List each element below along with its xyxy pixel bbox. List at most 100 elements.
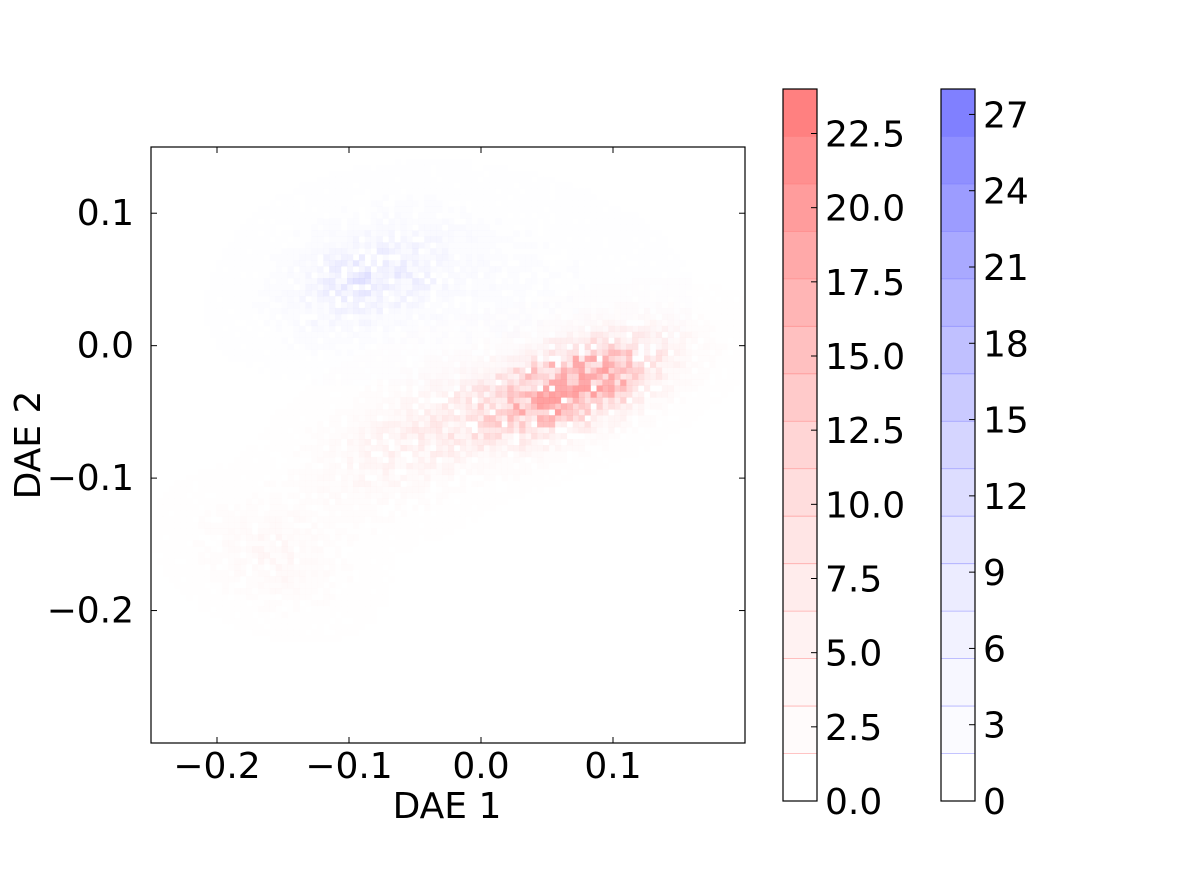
heatmap-cell [554,343,562,350]
heatmap-cell [156,540,164,547]
heatmap-cell [246,361,253,368]
heatmap-cell [489,379,496,386]
heatmap-cell [341,200,348,207]
heatmap-cell [560,296,568,303]
heatmap-cell [590,307,597,315]
heatmap-cell [234,576,241,583]
heatmap-cell [216,552,223,559]
heatmap-cell [251,605,259,613]
heatmap-cell [572,403,579,410]
heatmap-cell [548,331,556,339]
heatmap-cell [257,564,265,571]
heatmap-cell [174,552,181,559]
heatmap-cell [370,415,377,422]
heatmap-cell [436,367,443,374]
heatmap-cell [364,617,372,625]
heatmap-cell [655,415,663,422]
heatmap-cell [394,194,401,201]
heatmap-cell [679,307,686,315]
heatmap-cell [620,313,627,321]
heatmap-cell [614,301,621,309]
heatmap-cell [269,260,276,267]
heatmap-cell [382,450,389,458]
heatmap-cell [459,474,467,482]
heatmap-cell [554,367,562,374]
heatmap-cell [620,242,627,249]
heatmap-cell [620,331,627,339]
heatmap-cell [358,492,366,499]
heatmap-cell [240,224,247,231]
heatmap-cell [649,355,657,362]
heatmap-cell [376,546,383,553]
heatmap-cell [412,355,419,362]
heatmap-cell [483,361,490,368]
heatmap-cell [543,355,550,362]
heatmap-cell [566,313,573,321]
heatmap-cell [341,516,348,523]
heatmap-cell [477,301,484,309]
heatmap-cell [465,439,472,446]
heatmap-cell [370,349,377,356]
heatmap-cell [394,307,401,315]
heatmap-cell [448,522,455,529]
heatmap-cell [287,194,294,201]
heatmap-cell [513,325,520,333]
heatmap-cell [501,325,508,333]
heatmap-cell [590,224,597,231]
heatmap-cell [364,516,372,523]
heatmap-cell [240,260,247,267]
heatmap-cell [685,278,692,285]
heatmap-cell [453,272,461,279]
heatmap-cell [501,397,508,404]
heatmap-cell [644,325,651,333]
heatmap-cell [329,528,336,535]
heatmap-cell [489,462,496,470]
heatmap-cell [412,522,419,529]
heatmap-cell [596,230,603,237]
heatmap-cell [709,361,716,368]
heatmap-cell [281,439,288,446]
heatmap-cell [608,403,615,410]
heatmap-cell [394,367,401,374]
heatmap-cell [352,528,360,535]
heatmap-cell [358,409,366,416]
heatmap-cell [412,200,419,207]
heatmap-cell [412,301,419,309]
heatmap-cell [234,284,241,291]
heatmap-cell [299,278,306,285]
heatmap-cell [608,355,615,362]
heatmap-cell [507,367,514,374]
heatmap-cell [299,498,306,505]
heatmap-cell [471,516,478,523]
heatmap-cell [531,284,538,291]
heatmap-cell [406,433,413,440]
heatmap-cell [483,367,490,374]
heatmap-cell [602,349,609,356]
heatmap-cell [495,164,502,172]
heatmap-cell [507,188,514,195]
heatmap-cell [347,462,354,470]
heatmap-cell [370,242,377,249]
heatmap-cell [382,540,389,547]
heatmap-cell [489,278,496,285]
heatmap-cell [358,230,366,237]
heatmap-cell [638,254,645,261]
heatmap-cell [715,397,722,404]
heatmap-cell [495,272,502,279]
heatmap-cell [418,266,425,273]
heatmap-cell [299,290,306,297]
heatmap-cell [364,450,372,458]
heatmap-cell [436,319,443,327]
heatmap-cell [156,498,164,505]
heatmap-cell [560,325,568,333]
heatmap-cell [519,307,526,315]
heatmap-cell [638,290,645,297]
heatmap-cell [608,325,615,333]
heatmap-cell [608,290,615,297]
heatmap-cell [180,492,187,499]
heatmap-cell [471,367,478,374]
heatmap-cell [400,522,407,529]
heatmap-cell [584,301,591,309]
heatmap-cell [424,373,431,380]
heatmap-cell [293,623,300,631]
